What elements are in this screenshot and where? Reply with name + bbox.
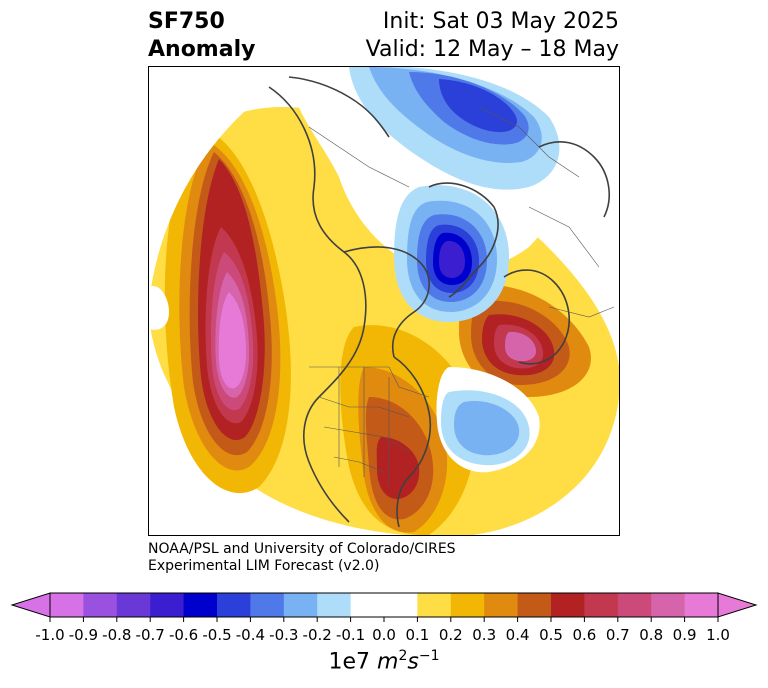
colorbar-swatch <box>684 593 719 617</box>
map-panel <box>148 66 620 536</box>
colorbar <box>0 590 768 630</box>
colorbar-tick-label: 0.5 <box>539 626 563 644</box>
colorbar-swatch <box>317 593 352 617</box>
title-left: SF750 Anomaly <box>148 8 255 64</box>
colorbar-swatch <box>651 593 686 617</box>
political-borders <box>308 106 615 487</box>
coastlines <box>268 76 610 528</box>
colorbar-swatch <box>617 593 652 617</box>
init-date: Init: Sat 03 May 2025 <box>382 9 619 34</box>
contour-zero-band-west <box>149 286 169 330</box>
colorbar-tick-label: -0.9 <box>68 626 99 644</box>
colorbar-swatch <box>217 593 251 617</box>
hemisphere-mask <box>149 67 619 535</box>
contour-0.6-eastern-us <box>376 437 420 500</box>
colorbar-ticks: -1.0 -0.9 -0.8 -0.7 -0.6 -0.5 -0.4 -0.3 -0.2 -0.1… <box>0 626 768 646</box>
credit-line-1: NOAA/PSL and University of Colorado/CIRE… <box>148 541 456 557</box>
colorbar-tick-label: -0.4 <box>235 626 266 644</box>
units-prefix: 1e7 <box>328 649 378 675</box>
colorbar-swatch <box>250 593 285 617</box>
colorbar-tick-label: -0.3 <box>269 626 299 644</box>
colorbar-tick-label: -0.5 <box>202 626 232 644</box>
variable-title: SF750 <box>148 9 225 34</box>
colorbar-tick-label: -0.8 <box>102 626 132 644</box>
colorbar-swatch <box>551 593 585 617</box>
colorbar-tick-label: 0.8 <box>639 626 664 644</box>
anomaly-map <box>149 67 619 535</box>
colorbar-graphic <box>10 592 758 622</box>
colorbar-swatch <box>83 593 118 617</box>
colorbar-tick-label: -1.0 <box>35 626 65 644</box>
colorbar-tick-label: -0.7 <box>135 626 165 644</box>
colorbar-tick-label: 0.9 <box>672 626 697 644</box>
colorbar-tick-label: -0.6 <box>168 626 199 644</box>
colorbar-tick-label: 0.7 <box>605 626 630 644</box>
colorbar-label: 1e7 m2s−1 <box>0 648 768 674</box>
credit-text: NOAA/PSL and University of Colorado/CIRE… <box>148 541 456 575</box>
units-s: s <box>407 649 419 675</box>
colorbar-swatch <box>584 593 619 617</box>
colorbar-swatch <box>150 593 185 617</box>
colorbar-tick-label: -0.2 <box>302 626 332 644</box>
title-right: Init: Sat 03 May 2025 Valid: 12 May – 18… <box>366 8 619 64</box>
colorbar-tick-label: 0.4 <box>505 626 530 644</box>
units-s-exponent: −1 <box>418 648 440 664</box>
colorbar-tick-label: 0.6 <box>572 626 597 644</box>
colorbar-tick-label: 1.0 <box>706 626 730 644</box>
colorbar-swatch <box>484 593 519 617</box>
colorbar-tick-label: 0.1 <box>405 626 430 644</box>
colorbar-swatch <box>50 593 84 617</box>
contour--0.2-central-atlantic <box>454 401 520 456</box>
colorbar-swatch <box>283 593 318 617</box>
contour-1.0-pacific <box>218 292 246 389</box>
colorbar-tick-label: 0.0 <box>372 626 396 644</box>
colorbar-swatch <box>417 593 452 617</box>
units-m: m <box>377 649 399 675</box>
colorbar-min-extend <box>10 592 51 618</box>
units-m-exponent: 2 <box>398 648 408 664</box>
contour--0.6-greenland <box>439 240 465 278</box>
colorbar-tick-label: -0.1 <box>335 626 366 644</box>
colorbar-tick-label: 0.2 <box>438 626 463 644</box>
contour--0.4-siberia <box>439 79 517 133</box>
colorbar-tick-label: 0.3 <box>472 626 497 644</box>
colorbar-swatch <box>517 593 552 617</box>
colorbar-max-extend <box>717 592 758 618</box>
credit-line-2: Experimental LIM Forecast (v2.0) <box>148 558 380 574</box>
valid-range: Valid: 12 May – 18 May <box>365 37 619 62</box>
filled-contours <box>149 67 619 535</box>
colorbar-swatch <box>450 593 485 617</box>
colorbar-swatch <box>116 593 151 617</box>
colorbar-swatch <box>350 593 385 617</box>
colorbar-swatch <box>183 593 218 617</box>
anomaly-title: Anomaly <box>148 37 256 62</box>
contour-0.8-atlantic <box>505 331 537 362</box>
colorbar-swatch <box>384 593 418 617</box>
